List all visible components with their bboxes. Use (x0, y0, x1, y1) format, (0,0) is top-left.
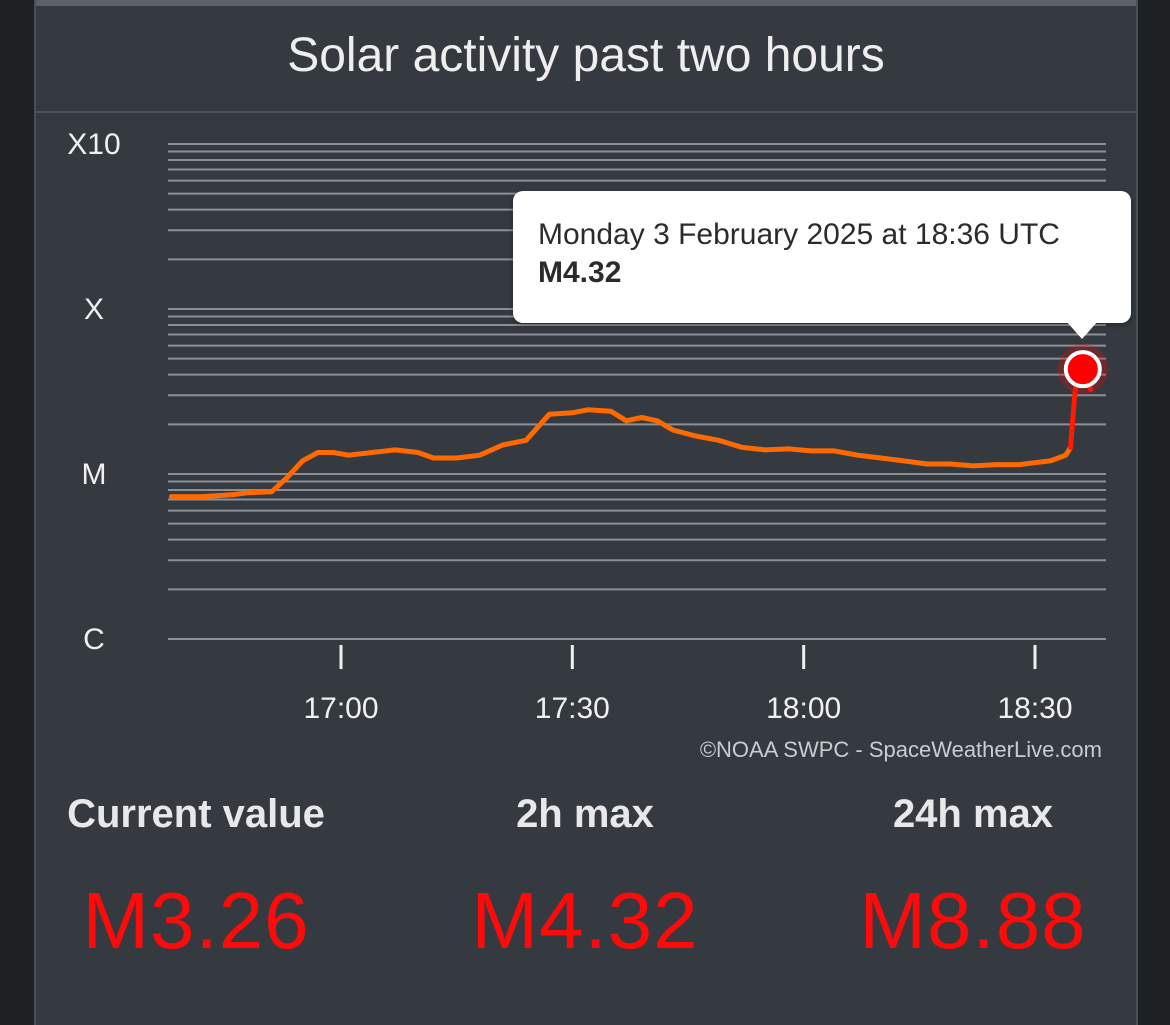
stat-value: M3.26 (82, 876, 310, 965)
peak-marker (1057, 344, 1108, 395)
title-divider (36, 111, 1136, 113)
tooltip-arrow (1066, 321, 1098, 339)
chart-credit: ©NOAA SWPC - SpaceWeatherLive.com (700, 737, 1102, 762)
x-tick-label: 17:00 (303, 692, 378, 725)
stat-label: Current value (67, 792, 325, 836)
x-axis-ticks: 17:00 17:30 18:00 18:30 (303, 645, 1073, 725)
xray-flux-chart[interactable]: C M X X10 17:00 17:30 18:00 18:30 ©NOAA SWPC -… (0, 0, 1170, 780)
stat-value: M4.32 (471, 876, 699, 965)
stat-24h-max: 24h max M8.88 (783, 792, 1163, 967)
series-line-0 (168, 407, 1073, 500)
panel-top-bar (36, 0, 1136, 6)
panel-title: Solar activity past two hours (287, 29, 885, 82)
x-tick-label: 18:00 (766, 692, 841, 725)
stat-label: 2h max (516, 792, 654, 836)
stat-label: 24h max (892, 792, 1054, 836)
chart-tooltip: Monday 3 February 2025 at 18:36 UTC M4.3… (513, 191, 1131, 323)
y-tick-label: X10 (67, 128, 120, 161)
tooltip-value: M4.32 (538, 256, 622, 289)
x-tick-label: 18:30 (997, 692, 1072, 725)
chart-series (168, 366, 1093, 500)
solar-activity-panel: Solar activity past two hours (34, 0, 1138, 1025)
y-axis-labels: C M X X10 (67, 128, 120, 656)
y-tick-label: C (83, 623, 105, 656)
tooltip-date: Monday 3 February 2025 at 18:36 UTC (538, 218, 1060, 251)
stat-current-value: Current value M3.26 (6, 792, 386, 967)
x-tick-label: 17:30 (535, 692, 610, 725)
stat-2h-max: 2h max M4.32 (395, 792, 775, 967)
stat-value: M8.88 (859, 876, 1087, 965)
peak-marker-dot (1063, 350, 1102, 389)
y-tick-label: X (84, 293, 104, 326)
y-tick-label: M (82, 458, 107, 491)
